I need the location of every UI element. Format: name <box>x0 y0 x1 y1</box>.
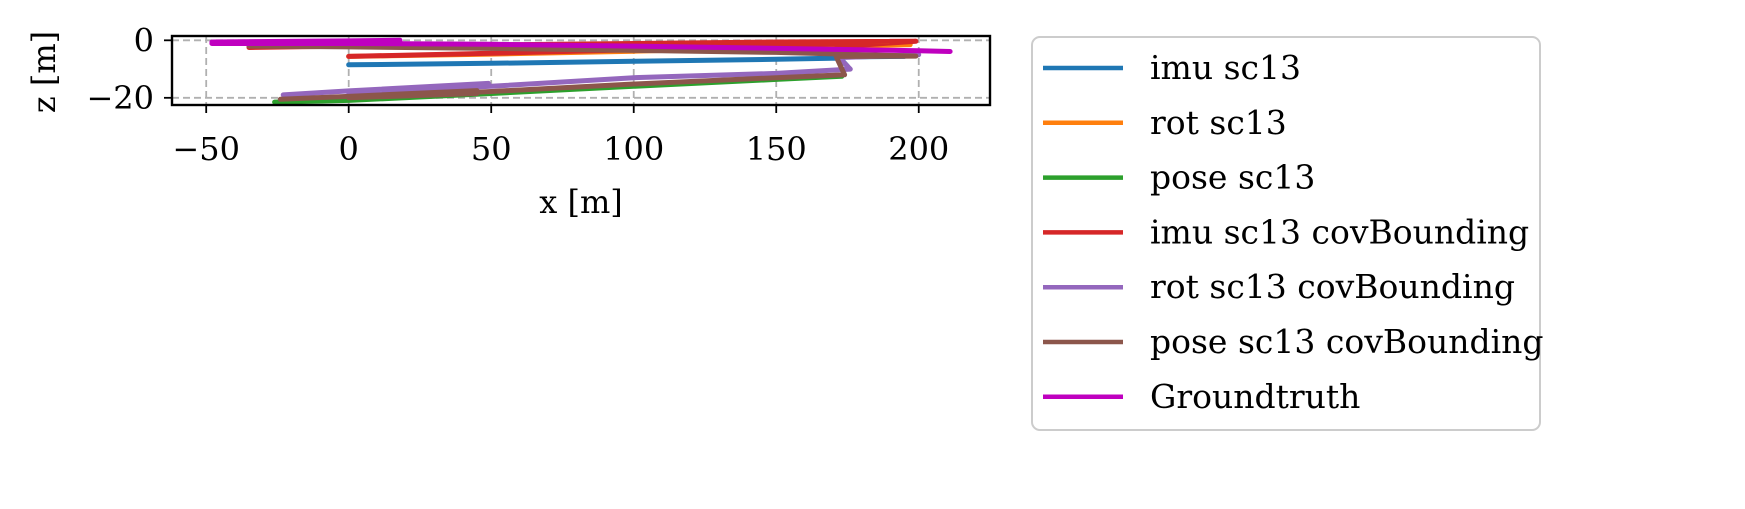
legend-label-pose-sc13: pose sc13 <box>1150 158 1315 197</box>
legend-box <box>1031 36 1541 431</box>
x-tick-label: 150 <box>746 130 807 168</box>
x-tick-label: 200 <box>888 130 949 168</box>
series-line-rot-sc13-covbounding <box>280 52 922 98</box>
x-tick-label: 50 <box>471 130 512 168</box>
series-line-imu-sc13 <box>346 53 907 69</box>
legend-label-imu-sc13-covbounding: imu sc13 covBounding <box>1150 212 1529 251</box>
legend-label-pose-sc13-covbounding: pose sc13 covBounding <box>1150 322 1544 361</box>
x-tick-label: 0 <box>339 130 359 168</box>
plot-area-frame <box>170 34 992 107</box>
series-line-groundtruth <box>209 37 953 54</box>
legend-label-rot-sc13: rot sc13 <box>1150 103 1287 142</box>
legend-label-groundtruth: Groundtruth <box>1150 377 1360 416</box>
series-lines <box>209 37 953 105</box>
legend-label-rot-sc13-covbounding: rot sc13 covBounding <box>1150 267 1515 306</box>
legend-label-imu-sc13: imu sc13 <box>1150 48 1301 87</box>
x-tick-label: 100 <box>603 130 664 168</box>
series-line-pose-sc13-covbounding <box>246 43 919 102</box>
axis-ticks: −50 0 50 100 150 200 0 −20 <box>86 21 949 168</box>
y-tick-label: −20 <box>86 79 154 117</box>
x-axis-label: x [m] <box>539 183 623 221</box>
x-tick-label: −50 <box>172 130 240 168</box>
y-axis-label: z [m] <box>25 31 63 113</box>
legend: imu sc13 rot sc13 pose sc13 imu sc13 covBou… <box>1031 36 1544 431</box>
y-tick-label: 0 <box>134 21 154 59</box>
